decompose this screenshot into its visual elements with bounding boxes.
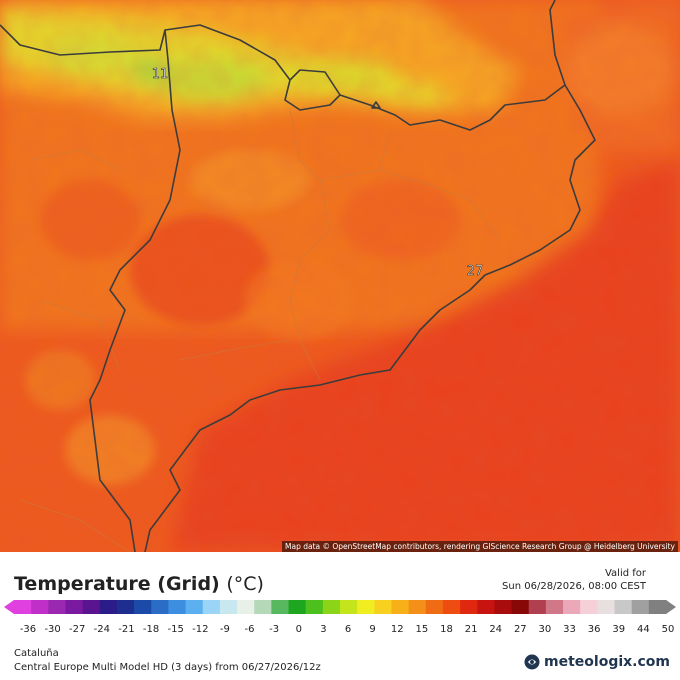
map-attribution[interactable]: Map data © OpenStreetMap contributors, r… <box>282 541 678 552</box>
scale-tick-label: 9 <box>369 624 375 635</box>
scale-swatch <box>460 600 478 614</box>
scale-tick-label: 15 <box>415 624 428 635</box>
legend-unit: (°C) <box>226 573 264 595</box>
scale-tick-label: 24 <box>489 624 502 635</box>
scale-swatch <box>237 600 255 614</box>
scale-tick-label: 0 <box>296 624 302 635</box>
scale-tick-label: 21 <box>465 624 478 635</box>
scale-tick-label: -18 <box>143 624 159 635</box>
temperature-map: 11 27 Map data © OpenStreetMap contribut… <box>0 0 680 552</box>
scale-swatch <box>545 600 564 614</box>
scale-tick-label: 18 <box>440 624 453 635</box>
scale-swatch <box>82 600 101 614</box>
scale-swatch <box>31 600 49 614</box>
scale-tick-label: -30 <box>44 624 60 635</box>
scale-swatch <box>511 600 530 614</box>
scale-tick-label: -15 <box>168 624 184 635</box>
region-label: Cataluña <box>14 648 59 659</box>
scale-tick-label: -21 <box>118 624 134 635</box>
scale-swatch <box>14 600 32 614</box>
color-scale: -36 -30 -27 -24 -21 -18 -15 -12 -9 -6 -3 0 3 6 9 12 15 18… <box>0 598 680 640</box>
scale-tick-label: 12 <box>391 624 404 635</box>
legend-title: Temperature (Grid) (°C) <box>14 573 264 595</box>
scale-tick-label: -27 <box>69 624 85 635</box>
scale-tick-label: 36 <box>588 624 601 635</box>
scale-swatch <box>168 600 187 614</box>
scale-tick-label: -3 <box>269 624 279 635</box>
scale-swatch <box>219 600 238 614</box>
scale-swatch <box>648 600 667 614</box>
scale-swatch <box>65 600 84 614</box>
scale-swatch <box>202 600 221 614</box>
value-label-11: 11 <box>152 67 169 82</box>
scale-arrow-left <box>4 600 14 614</box>
scale-tick-label: -6 <box>245 624 255 635</box>
legend-footer <box>0 552 680 680</box>
scale-tick-label: 27 <box>514 624 527 635</box>
scale-swatch <box>425 600 444 614</box>
scale-swatch <box>305 600 324 614</box>
scale-swatch <box>631 600 650 614</box>
valid-label: Valid for <box>604 568 646 579</box>
scale-tick-label: -9 <box>220 624 230 635</box>
scale-swatch <box>597 600 616 614</box>
scale-swatch <box>528 600 547 614</box>
scale-tick-label: -24 <box>94 624 110 635</box>
scale-swatch <box>442 600 461 614</box>
scale-tick-label: 3 <box>320 624 326 635</box>
model-info: Central Europe Multi Model HD (3 days) f… <box>14 662 321 673</box>
scale-swatch <box>340 600 358 614</box>
scale-swatch <box>322 600 341 614</box>
legend-title-text: Temperature (Grid) <box>14 573 220 595</box>
scale-tick-label: 39 <box>612 624 625 635</box>
scale-swatch <box>563 600 581 614</box>
scale-swatch <box>477 600 496 614</box>
scale-swatch <box>494 600 513 614</box>
scale-swatch <box>271 600 290 614</box>
scale-swatch <box>99 600 118 614</box>
scale-tick-label: -36 <box>20 624 36 635</box>
valid-time: Sun 06/28/2026, 08:00 CEST <box>502 581 646 592</box>
scale-tick-label: 44 <box>637 624 650 635</box>
scale-tick-label: 50 <box>662 624 675 635</box>
value-label-27: 27 <box>467 264 484 279</box>
meteologix-logo-icon <box>524 654 540 670</box>
scale-swatch <box>116 600 135 614</box>
scale-tick-label: 33 <box>563 624 576 635</box>
scale-swatch <box>408 600 427 614</box>
scale-swatch <box>151 600 170 614</box>
scale-tick-label: 30 <box>539 624 552 635</box>
scale-tick-label: -12 <box>192 624 208 635</box>
brand-logo[interactable]: meteologix.com <box>524 654 670 670</box>
scale-swatch <box>357 600 375 614</box>
scale-swatch <box>48 600 67 614</box>
scale-swatch <box>134 600 152 614</box>
scale-swatch <box>185 600 204 614</box>
scale-swatch <box>254 600 272 614</box>
scale-tick-label: 6 <box>345 624 351 635</box>
scale-arrow-right <box>666 600 676 614</box>
scale-swatch <box>391 600 410 614</box>
brand-name: meteologix.com <box>544 654 670 670</box>
scale-swatch <box>614 600 633 614</box>
scale-swatch <box>288 600 307 614</box>
scale-swatch <box>580 600 598 614</box>
scale-swatch <box>374 600 393 614</box>
